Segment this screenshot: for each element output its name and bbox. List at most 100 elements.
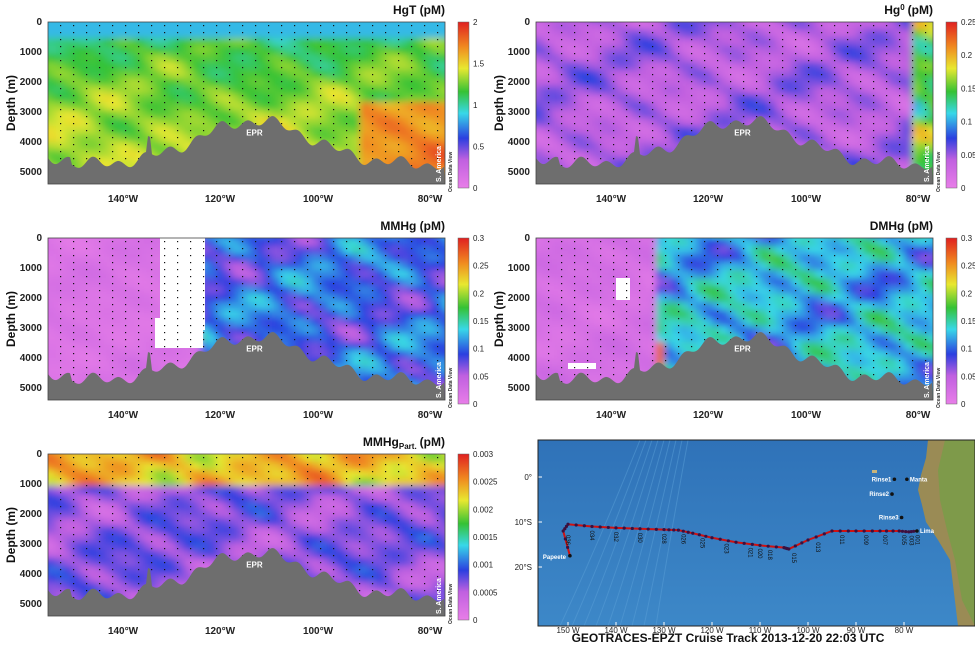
field-cell: [744, 62, 753, 71]
field-cell: [304, 126, 313, 135]
field-cell: [256, 102, 265, 111]
sample-dot: [652, 74, 653, 75]
sample-dot: [268, 60, 269, 61]
field-cell: [256, 246, 265, 255]
field-cell: [872, 62, 881, 71]
sample-dot: [769, 88, 770, 89]
field-cell: [784, 46, 793, 55]
field-cell: [704, 38, 713, 47]
sample-dot: [398, 46, 399, 47]
field-cell: [216, 22, 225, 31]
field-cell: [328, 102, 337, 111]
field-cell: [368, 270, 377, 279]
field-cell: [360, 102, 369, 111]
field-cell: [544, 190, 553, 199]
sample-dot: [385, 144, 386, 145]
field-cell: [104, 334, 113, 343]
field-cell: [544, 118, 553, 127]
field-cell: [344, 126, 353, 135]
field-cell: [648, 22, 657, 31]
field-cell: [344, 94, 353, 103]
field-cell: [256, 38, 265, 47]
field-cell: [688, 70, 697, 79]
field-cell: [576, 142, 585, 151]
sample-dot: [691, 25, 692, 26]
y-tick-label: 2000: [20, 77, 43, 88]
sample-dot: [151, 276, 152, 277]
field-cell: [640, 110, 649, 119]
sample-dot: [177, 74, 178, 75]
field-cell: [904, 86, 913, 95]
sample-dot: [190, 325, 191, 326]
sample-dot: [203, 46, 204, 47]
sample-dot: [561, 144, 562, 145]
sample-dot: [821, 81, 822, 82]
field-cell: [632, 62, 641, 71]
field-cell: [120, 78, 129, 87]
sample-dot: [886, 123, 887, 124]
sample-dot: [587, 46, 588, 47]
field-cell: [344, 110, 353, 119]
sample-dot: [164, 241, 165, 242]
sample-dot: [255, 32, 256, 33]
sample-dot: [626, 32, 627, 33]
sample-dot: [665, 60, 666, 61]
sample-dot: [808, 88, 809, 89]
field-cell: [48, 86, 57, 95]
field-cell: [272, 22, 281, 31]
sample-dot: [164, 32, 165, 33]
field-cell: [728, 46, 737, 55]
sample-dot: [99, 81, 100, 82]
sample-dot: [613, 109, 614, 110]
field-cell: [888, 46, 897, 55]
field-cell: [88, 54, 97, 63]
sample-dot: [281, 25, 282, 26]
field-cell: [432, 30, 441, 39]
field-cell: [192, 30, 201, 39]
sample-dot: [60, 290, 61, 291]
field-cell: [640, 86, 649, 95]
field-cell: [432, 118, 441, 127]
sample-dot: [548, 137, 549, 138]
field-cell: [192, 70, 201, 79]
field-cell: [888, 78, 897, 87]
field-cell: [384, 22, 393, 31]
field-cell: [320, 22, 329, 31]
field-cell: [328, 238, 337, 247]
sample-dot: [821, 137, 822, 138]
field-cell: [880, 30, 889, 39]
field-cell: [176, 30, 185, 39]
field-cell: [304, 110, 313, 119]
field-cell: [272, 302, 281, 311]
field-cell: [712, 102, 721, 111]
sample-dot: [164, 346, 165, 347]
field-cell: [600, 22, 609, 31]
sample-dot: [437, 60, 438, 61]
sample-dot: [99, 60, 100, 61]
sample-dot: [717, 116, 718, 117]
field-cell: [240, 326, 249, 335]
sample-dot: [333, 39, 334, 40]
field-cell: [448, 30, 457, 39]
sample-dot: [60, 269, 61, 270]
sample-dot: [385, 25, 386, 26]
field-cell: [416, 238, 425, 247]
field-cell: [648, 78, 657, 87]
sample-dot: [242, 74, 243, 75]
field-cell: [440, 302, 449, 311]
sample-dot: [743, 123, 744, 124]
field-cell: [600, 62, 609, 71]
sample-dot: [574, 32, 575, 33]
sample-dot: [60, 74, 61, 75]
sample-dot: [424, 158, 425, 159]
sample-dot: [548, 116, 549, 117]
field-cell: [360, 86, 369, 95]
sample-dot: [652, 102, 653, 103]
field-cell: [720, 118, 729, 127]
sample-dot: [372, 102, 373, 103]
sample-dot: [385, 39, 386, 40]
field-cell: [384, 350, 393, 359]
field-cell: [208, 334, 217, 343]
field-cell: [384, 358, 393, 367]
sample-dot: [268, 102, 269, 103]
